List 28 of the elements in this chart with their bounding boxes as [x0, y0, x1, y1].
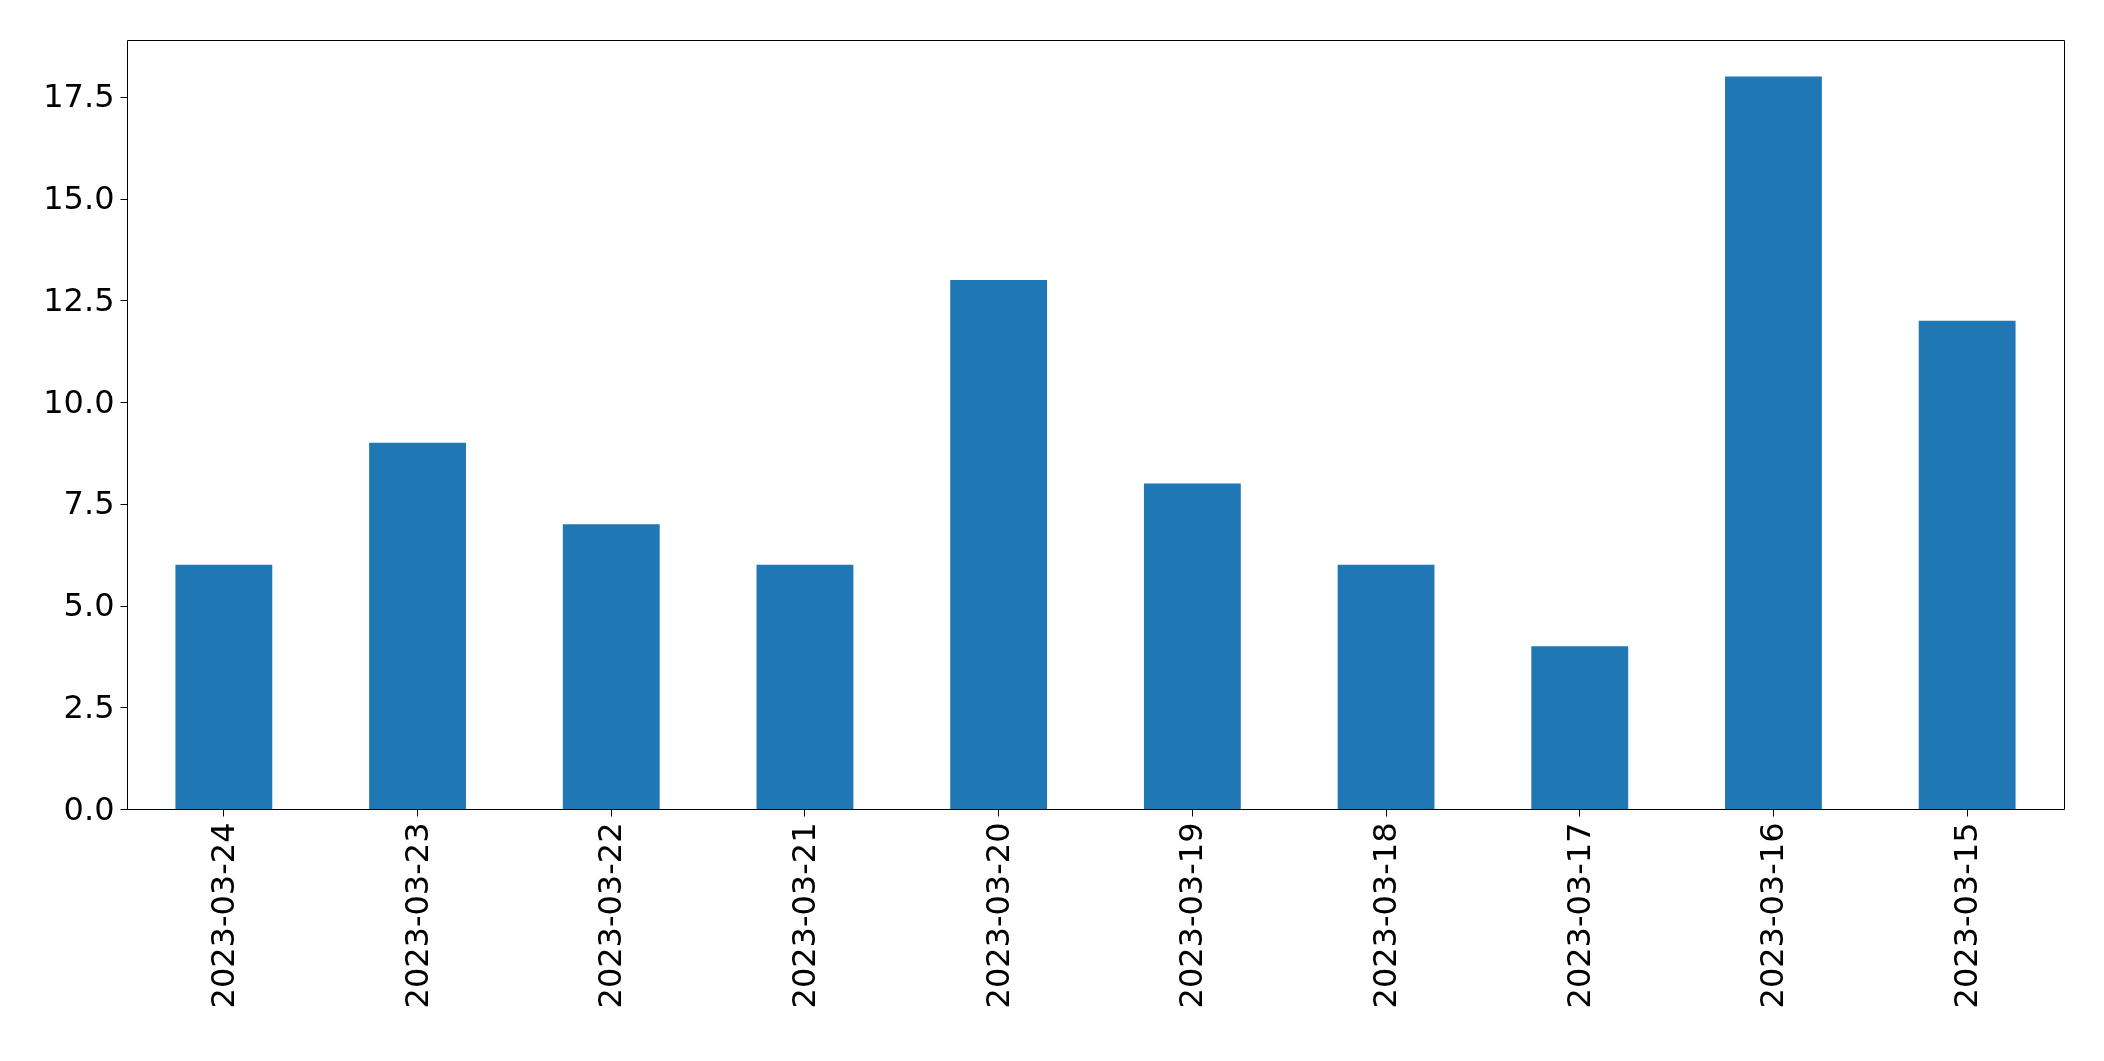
bar: [1143, 483, 1241, 809]
y-tick-label: 7.5: [63, 484, 115, 523]
y-tick-label: 5.0: [63, 586, 115, 625]
x-tick-label: 2023-03-23: [397, 822, 436, 1009]
x-tick-label: 2023-03-19: [1172, 822, 1211, 1009]
bar: [562, 524, 660, 809]
x-tick-label: 2023-03-24: [203, 822, 242, 1009]
bar: [175, 564, 273, 809]
x-tick-label: 2023-03-16: [1753, 822, 1792, 1009]
y-tick-label: 10.0: [43, 382, 115, 421]
y-tick-label: 0.0: [63, 789, 115, 828]
y-tick-label: 15.0: [43, 179, 115, 218]
x-tick-label: 2023-03-21: [784, 822, 823, 1009]
bar: [1918, 320, 2016, 809]
bar: [756, 564, 854, 809]
bar: [369, 442, 466, 809]
bar: [1337, 564, 1435, 809]
y-tick-label: 2.5: [63, 687, 115, 726]
x-tick-label: 2023-03-17: [1559, 822, 1598, 1009]
y-tick-label: 17.5: [43, 77, 115, 116]
x-tick-label: 2023-03-22: [591, 822, 630, 1009]
y-tick-label: 12.5: [43, 280, 115, 319]
bar: [1725, 76, 1822, 809]
bar: [1531, 646, 1629, 809]
bar: [950, 280, 1048, 809]
x-tick-label: 2023-03-20: [978, 822, 1017, 1009]
x-tick-label: 2023-03-18: [1366, 822, 1405, 1009]
x-tick-label: 2023-03-15: [1947, 822, 1986, 1009]
